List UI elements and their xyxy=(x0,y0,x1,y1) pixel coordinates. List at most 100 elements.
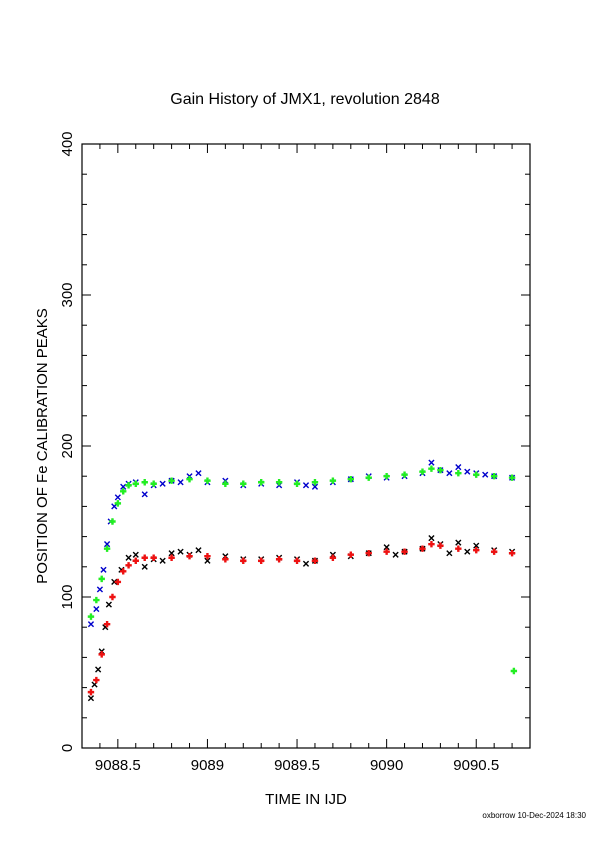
data-point xyxy=(240,557,247,564)
data-point xyxy=(490,473,498,480)
x-tick-label: 9089.5 xyxy=(274,757,320,774)
data-point xyxy=(473,542,480,549)
data-point xyxy=(383,473,390,480)
data-point xyxy=(275,556,283,563)
data-point xyxy=(401,548,408,555)
data-point xyxy=(482,471,489,478)
y-tick-label: 400 xyxy=(59,131,76,156)
data-point xyxy=(95,666,102,673)
data-point xyxy=(401,471,408,478)
data-point xyxy=(392,551,399,558)
data-point xyxy=(464,548,471,555)
data-point xyxy=(132,480,139,487)
data-point xyxy=(114,494,121,501)
y-tick-label: 100 xyxy=(59,584,76,609)
data-point xyxy=(177,479,184,486)
data-point xyxy=(428,465,435,472)
data-series xyxy=(87,459,518,702)
data-point xyxy=(168,550,175,557)
data-point xyxy=(100,566,107,573)
data-point xyxy=(302,560,310,567)
plot-frame xyxy=(81,143,531,749)
data-point xyxy=(103,541,111,548)
data-point xyxy=(195,547,202,554)
data-point xyxy=(311,483,319,490)
data-point xyxy=(347,476,354,483)
data-point xyxy=(365,550,372,557)
data-point xyxy=(490,548,498,555)
data-point xyxy=(311,557,319,564)
data-point xyxy=(150,480,157,487)
data-point xyxy=(347,551,354,558)
data-point xyxy=(120,568,127,575)
data-point xyxy=(87,613,95,620)
y-tick-label: 300 xyxy=(59,282,76,307)
data-point xyxy=(141,563,148,570)
data-point xyxy=(125,554,132,561)
data-point xyxy=(96,586,104,593)
data-point xyxy=(204,557,211,564)
data-point xyxy=(473,546,480,554)
data-point xyxy=(446,470,453,477)
data-point xyxy=(204,477,211,484)
data-point xyxy=(103,545,111,552)
data-point xyxy=(177,548,184,555)
data-point xyxy=(222,556,229,563)
data-point xyxy=(87,621,95,628)
data-point xyxy=(111,578,118,585)
data-point xyxy=(120,488,127,495)
data-point xyxy=(109,593,116,601)
data-point xyxy=(93,596,100,604)
data-point xyxy=(93,605,100,613)
data-point xyxy=(293,557,301,564)
y-tick-label: 200 xyxy=(59,433,76,458)
data-point xyxy=(275,479,283,486)
chart-title: Gain History of JMX1, revolution 2848 xyxy=(170,91,440,108)
data-point xyxy=(455,539,462,546)
data-point xyxy=(125,562,132,569)
data-point xyxy=(329,477,337,484)
x-axis-ticks xyxy=(81,144,531,748)
data-point xyxy=(365,474,372,481)
data-point xyxy=(428,540,435,548)
data-point xyxy=(87,688,95,696)
data-point xyxy=(141,479,148,486)
footer-credit: oxborrow 10-Dec-2024 18:30 xyxy=(482,811,586,820)
data-point xyxy=(93,676,100,684)
data-point xyxy=(141,491,148,498)
x-tick-label: 9089 xyxy=(191,757,224,774)
data-point xyxy=(186,476,193,483)
y-axis-tick-labels: 0 100 200 300 400 xyxy=(59,131,76,752)
data-point xyxy=(419,545,426,552)
data-point xyxy=(159,480,166,487)
data-point xyxy=(103,620,111,628)
data-point xyxy=(419,468,426,475)
data-point xyxy=(437,466,444,474)
data-point xyxy=(455,469,462,477)
data-point xyxy=(508,550,516,557)
x-tick-label: 9088.5 xyxy=(95,757,141,774)
series-4 xyxy=(87,540,516,696)
x-tick-label: 9090 xyxy=(370,757,403,774)
y-axis-label: POSITION OF Fe CALIBRATION PEAKS xyxy=(34,308,51,584)
data-point xyxy=(258,479,265,486)
data-point xyxy=(111,503,118,510)
series-0 xyxy=(87,459,516,628)
data-point xyxy=(446,550,453,557)
data-point xyxy=(141,554,148,561)
x-axis-tick-labels: 9088.5 9089 9089.5 9090 9090.5 xyxy=(95,757,499,774)
data-point xyxy=(508,474,516,481)
data-point xyxy=(87,695,95,702)
series-1 xyxy=(87,465,516,620)
data-point xyxy=(204,553,211,560)
x-axis-label: TIME IN IJD xyxy=(265,791,347,808)
data-point xyxy=(168,477,175,484)
data-point xyxy=(383,544,390,551)
data-point xyxy=(473,471,480,478)
x-tick-label: 9090.5 xyxy=(453,757,499,774)
data-point xyxy=(464,468,471,475)
data-point xyxy=(437,542,444,549)
data-point xyxy=(383,548,390,555)
data-point xyxy=(186,553,193,560)
